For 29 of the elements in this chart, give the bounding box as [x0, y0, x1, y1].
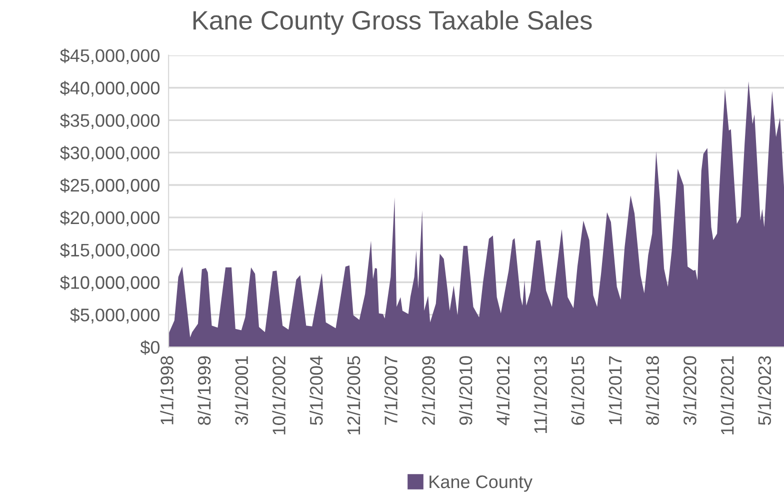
- x-tick-label: 8/1/1999: [197, 356, 211, 425]
- x-tick-label: 5/1/2004: [310, 356, 323, 425]
- x-tick-label: 8/1/2018: [646, 356, 659, 425]
- legend-label: Kane County: [430, 475, 532, 492]
- y-tick-label: $25,000,000: [60, 178, 160, 194]
- x-tick-label: 4/1/2012: [496, 356, 510, 426]
- y-tick-label: $45,000,000: [60, 48, 160, 64]
- x-tick-label: 7/1/2007: [384, 356, 398, 425]
- x-tick-label: 12/1/2005: [346, 356, 360, 434]
- y-tick-label: $30,000,000: [60, 146, 160, 162]
- x-tick-label: 2/1/2009: [422, 356, 435, 425]
- y-tick-label: $15,000,000: [60, 243, 160, 259]
- x-tick-label: 1/1/2017: [608, 356, 622, 424]
- y-tick-label: $35,000,000: [60, 113, 160, 130]
- x-tick-label: 6/1/2015: [571, 356, 584, 425]
- y-tick-label: $20,000,000: [60, 210, 160, 226]
- x-tick-label: 3/1/2001: [234, 356, 248, 425]
- x-tick-label: 5/1/2023: [758, 356, 772, 425]
- chart-title: Kane County Gross Taxable Sales: [193, 10, 592, 35]
- x-tick-label: 3/1/2020: [683, 356, 696, 425]
- x-tick-label: 1/1/1998: [160, 356, 174, 424]
- x-tick-label: 10/1/2021: [720, 356, 734, 434]
- y-tick-label: $0: [140, 340, 160, 355]
- x-tick-label: 11/1/2013: [534, 356, 547, 434]
- y-tick-label: $5,000,000: [70, 308, 160, 324]
- y-tick-label: $40,000,000: [60, 80, 160, 97]
- x-tick-label: 9/1/2010: [458, 356, 472, 425]
- x-tick-label: 10/1/2002: [272, 356, 286, 434]
- y-tick-label: $10,000,000: [60, 275, 160, 292]
